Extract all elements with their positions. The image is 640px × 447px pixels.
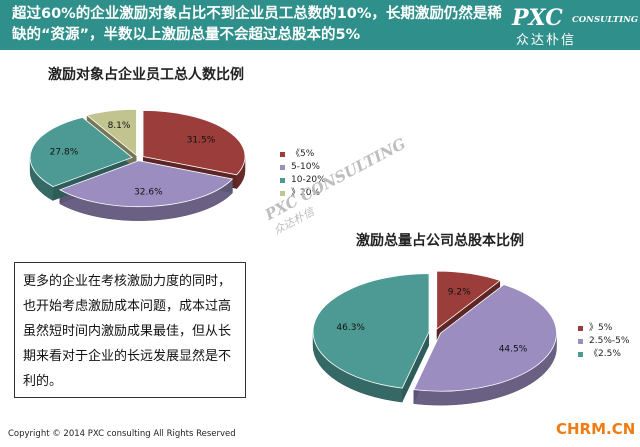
chart2-title: 激励总量占公司总股本比例 xyxy=(356,233,524,249)
chart1-title: 激励对象占企业员工总人数比例 xyxy=(48,67,244,83)
site-watermark: CHRM.CN xyxy=(556,420,636,438)
pie-slice-4 xyxy=(85,108,137,157)
legend-label: 2.5%-5% xyxy=(589,336,630,346)
data-label: 44.5% xyxy=(499,345,528,355)
pie-chart-2: 9.2% 44.5% 46.3% xyxy=(312,270,557,406)
legend-label: 》5% xyxy=(589,323,613,333)
data-label: 8.1% xyxy=(108,121,131,131)
legend-swatch xyxy=(280,152,285,157)
pie-slice-2 xyxy=(413,284,557,392)
data-label: 46.3% xyxy=(336,323,365,333)
chart1-legend: 《5% 5-10% 10-20% 》20% xyxy=(280,148,326,200)
legend-label: 《5% xyxy=(291,149,315,159)
data-label: 32.6% xyxy=(134,188,163,198)
pxc-logo: PXC CONSULTING 众达朴信 xyxy=(512,5,639,48)
chart2-legend: 》5% 2.5%-5% 《2.5% xyxy=(578,322,629,361)
data-label: 31.5% xyxy=(187,135,216,145)
page-title: 超过60%的企业激励对象占比不到企业员工总数的10%，长期激励仍然是稀缺的“资源… xyxy=(12,6,502,43)
logo-sub-text: CONSULTING xyxy=(572,15,639,25)
legend-swatch xyxy=(280,165,285,170)
legend-item: 5-10% xyxy=(280,161,326,174)
legend-swatch xyxy=(280,178,285,183)
legend-item: 》20% xyxy=(280,187,326,200)
pie-chart-1: 31.5% 32.6% 27.8% 8.1% xyxy=(29,108,246,221)
pie-slice-face xyxy=(402,331,430,403)
legend-swatch xyxy=(578,339,583,344)
legend-swatch xyxy=(578,352,583,357)
logo-cn-text: 众达朴信 xyxy=(516,33,577,48)
legend-item: 2.5%-5% xyxy=(578,335,629,348)
data-label: 9.2% xyxy=(448,287,471,297)
legend-item: 《2.5% xyxy=(578,348,629,361)
legend-swatch xyxy=(280,191,285,196)
copyright-footer: Copyright © 2014 PXC consulting All Righ… xyxy=(8,429,236,439)
legend-item: 》5% xyxy=(578,322,629,335)
legend-label: 《2.5% xyxy=(589,349,621,359)
commentary-text-box: 更多的企业在考核激励力度的同时，也开始考虑激励成本问题，成本过高虽然短时间内激励… xyxy=(14,262,246,398)
legend-swatch xyxy=(578,326,583,331)
legend-item: 10-20% xyxy=(280,174,326,187)
data-label: 27.8% xyxy=(50,148,79,158)
header-banner: 超过60%的企业激励对象占比不到企业员工总数的10%，长期激励仍然是稀缺的“资源… xyxy=(0,0,640,50)
legend-label: 》20% xyxy=(291,188,321,198)
legend-item: 《5% xyxy=(280,148,326,161)
pie-slice-3 xyxy=(29,116,133,188)
legend-label: 5-10% xyxy=(291,162,320,172)
pie-slice-3 xyxy=(312,273,430,389)
pie-slice-1 xyxy=(142,110,246,176)
legend-label: 10-20% xyxy=(291,175,326,185)
pie-slice-1 xyxy=(436,270,501,330)
pie-slice-2 xyxy=(58,160,234,208)
logo-main-text: PXC xyxy=(512,5,563,31)
